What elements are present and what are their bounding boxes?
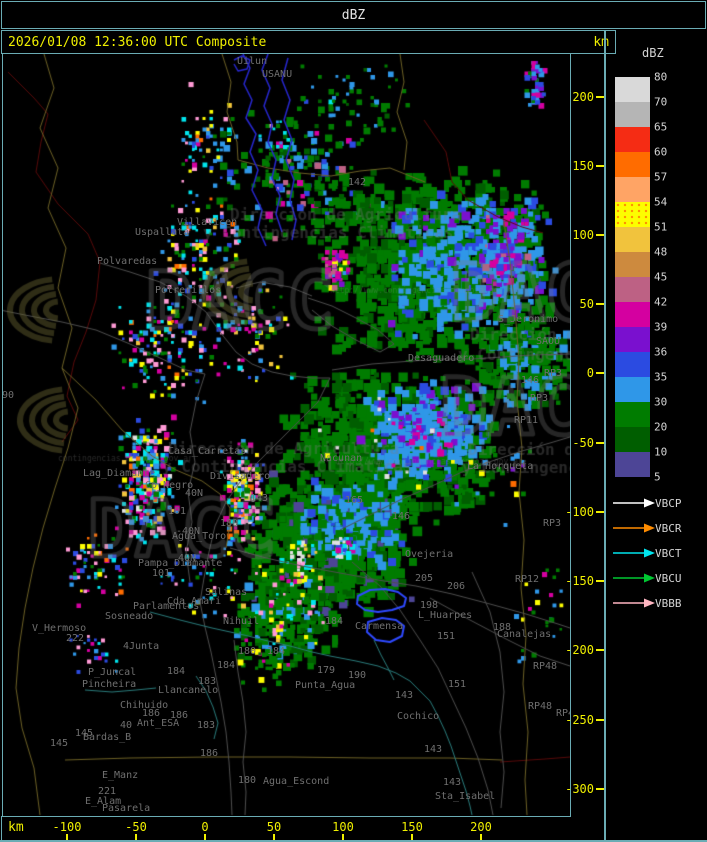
y-axis-tick-label: -100 [565,505,594,519]
scale-swatch [615,352,650,377]
x-axis-tick-mark [135,834,137,840]
scale-value-label: 35 [654,370,668,384]
site-code-label: VBCT [655,546,682,560]
scale-swatch [615,277,650,302]
site-code-label: VBCP [655,496,682,510]
site-arrow-icon [613,523,655,533]
scale-value-label: 51 [654,220,668,234]
scale-value-label: 54 [654,195,668,209]
scale-value-label: 5 [654,470,661,484]
y-axis-tick-mark [596,234,604,236]
scale-swatch [615,452,650,477]
y-axis-tick-mark [596,303,604,305]
panel-divider-line [604,30,606,842]
scale-swatch [615,402,650,427]
scale-value-label: 48 [654,245,668,259]
legend-row: VBCT [611,546,706,560]
scale-swatch [615,377,650,402]
y-axis-tick-label: -300 [565,782,594,796]
y-axis-tick-mark [596,96,604,98]
site-arrow-icon [613,498,655,508]
legend-row: VBCU [611,571,706,585]
y-axis-tick-label: 0 [586,366,594,380]
x-axis-tick-mark [204,834,206,840]
scale-swatch [615,77,650,102]
scale-swatch [615,252,650,277]
y-axis-tick-mark [596,788,604,790]
bottom-border-line [0,840,707,842]
scale-value-label: 42 [654,295,668,309]
y-axis-tick-mark [596,511,604,513]
km-unit-top-label: km [593,34,609,50]
scale-swatch [615,327,650,352]
site-code-label: VBCR [655,521,682,535]
x-axis-tick-label: 100 [332,820,354,834]
info-bar: 2026/01/08 12:36:00 UTC Composite km [1,30,616,54]
x-axis-tick-mark [66,834,68,840]
site-arrow-icon [613,548,655,558]
x-axis-tick-label: 200 [470,820,492,834]
timestamp-label: 2026/01/08 12:36:00 UTC Composite [8,34,267,50]
y-axis-tick-mark [596,719,604,721]
x-axis-tick-label: 0 [201,820,209,834]
legend-row: VBBB [611,596,706,610]
x-axis-tick-label: -100 [52,820,82,834]
scale-value-label: 39 [654,320,668,334]
y-axis-tick-label: 150 [572,159,594,173]
y-axis-tick-label: 100 [572,228,594,242]
y-axis-tick-label: 200 [572,90,594,104]
scale-value-label: 45 [654,270,668,284]
legend-row: VBCP [611,496,706,510]
scale-value-label: 80 [654,70,668,84]
scale-value-label: 30 [654,395,668,409]
scale-value-label: 70 [654,95,668,109]
x-axis-tick-mark [342,834,344,840]
scale-value-label: 20 [654,420,668,434]
color-scale-title: dBZ [642,46,664,60]
scale-swatch [615,302,650,327]
y-axis-tick-label: -200 [565,643,594,657]
left-border-line [1,816,2,842]
scale-swatch [615,202,650,227]
scale-swatch [615,152,650,177]
x-axis-tick-label: 150 [401,820,423,834]
y-axis-tick-label: 50 [579,297,594,311]
y-axis-tick-label: -150 [565,574,594,588]
x-axis-tick-label: 50 [266,820,282,834]
scale-value-label: 36 [654,345,668,359]
radar-canvas [3,54,570,816]
y-axis-tick-mark [596,442,604,444]
x-axis-tick-mark [480,834,482,840]
scale-value-label: 65 [654,120,668,134]
site-arrow-icon [613,598,655,608]
site-arrow-icon [613,573,655,583]
scale-value-label: 60 [654,145,668,159]
page-title: dBZ [341,7,366,23]
y-axis-tick-label: -250 [565,713,594,727]
km-unit-bottom-label: km [8,820,24,835]
y-axis-tick-mark [596,580,604,582]
y-axis-tick-mark [596,649,604,651]
site-code-label: VBBB [655,596,682,610]
scale-swatch [615,102,650,127]
legend-row: VBCR [611,521,706,535]
y-axis-tick-mark [596,372,604,374]
scale-swatch [615,227,650,252]
title-bar: dBZ [1,1,706,29]
scale-swatch [615,127,650,152]
scale-value-label: 57 [654,170,668,184]
x-axis-tick-mark [273,834,275,840]
scale-value-label: 10 [654,445,668,459]
scale-swatch [615,177,650,202]
site-code-label: VBCU [655,571,682,585]
y-axis-tick-label: -50 [572,436,594,450]
y-axis-tick-mark [596,165,604,167]
x-axis-tick-mark [411,834,413,840]
x-axis-tick-label: -50 [125,820,147,834]
scale-swatch [615,427,650,452]
